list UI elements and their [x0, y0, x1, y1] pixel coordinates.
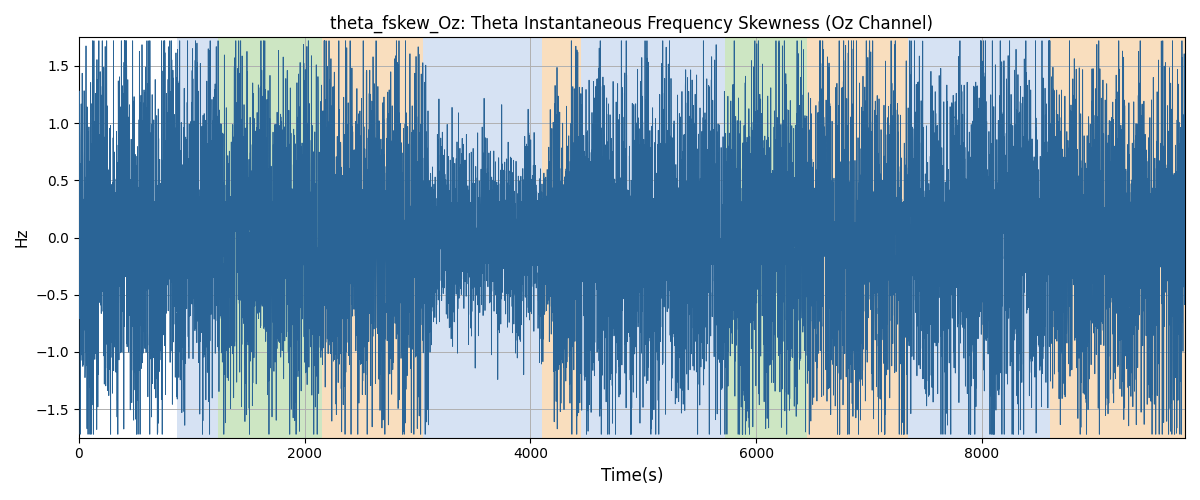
- Bar: [806, 38, 908, 438]
- Bar: [541, 38, 581, 438]
- Bar: [217, 38, 322, 438]
- Bar: [709, 38, 725, 438]
- Bar: [725, 38, 806, 438]
- Bar: [581, 38, 709, 438]
- Bar: [908, 38, 1050, 438]
- Bar: [1050, 38, 1186, 438]
- Title: theta_fskew_Oz: Theta Instantaneous Frequency Skewness (Oz Channel): theta_fskew_Oz: Theta Instantaneous Freq…: [330, 15, 934, 34]
- Bar: [178, 38, 217, 438]
- Bar: [424, 38, 541, 438]
- Bar: [322, 38, 424, 438]
- Y-axis label: Hz: Hz: [14, 228, 30, 248]
- X-axis label: Time(s): Time(s): [601, 467, 664, 485]
